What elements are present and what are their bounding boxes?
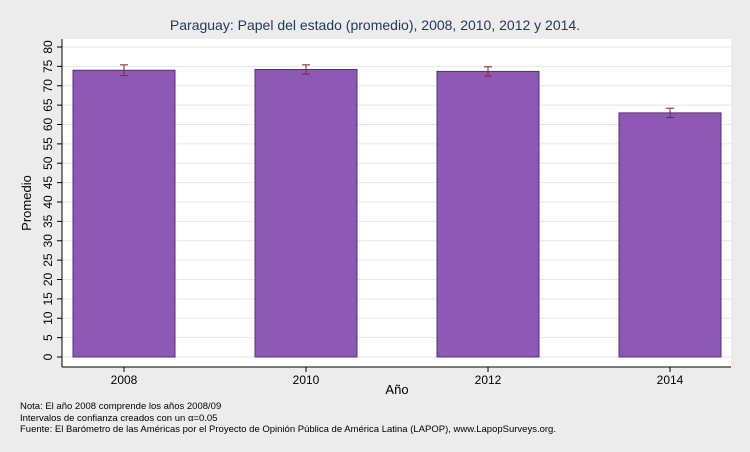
y-ticks: 0 5 10 15 20 25 30 35 40 45 50 55 60 65 70 75 80 [41,40,62,360]
y-tick-label: 50 [41,156,55,170]
y-axis-label: Promedio [19,175,34,231]
footnotes: Nota: El año 2008 comprende los años 200… [20,401,556,436]
y-tick-label: 35 [41,214,55,228]
bars-group [72,68,722,358]
y-tick-label: 40 [41,195,55,209]
y-tick-label: 55 [41,137,55,151]
y-tick-label: 60 [41,118,55,132]
y-tick-label: 65 [41,98,55,112]
x-tick-label: 2008 [111,373,138,387]
y-tick-label: 70 [41,79,55,93]
y-tick-label: 30 [41,234,55,248]
bar [72,69,176,358]
y-tick-label: 5 [41,334,55,341]
y-tick-label: 20 [41,273,55,287]
y-tick-label: 0 [41,353,55,360]
x-tick-label: 2010 [293,373,320,387]
y-tick-label: 25 [41,253,55,267]
footnote-year: Nota: El año 2008 comprende los años 200… [20,401,222,412]
footnote-confidence: Intervalos de confianza creados con un α… [20,412,218,424]
y-tick-label: 80 [41,40,55,54]
error-bars-group [120,64,674,119]
y-tick-label: 75 [41,59,55,73]
y-tick-label: 10 [41,311,55,325]
bar-chart: Paraguay: Papel del estado (promedio), 2… [19,17,731,397]
footnote-source: Fuente: El Barómetro de las Américas por… [20,424,556,435]
bar [618,112,722,358]
bar [254,68,358,358]
x-axis-label: Año [385,382,408,397]
y-tick-label: 45 [41,176,55,190]
x-tick-label: 2012 [475,373,502,387]
chart-title: Paraguay: Papel del estado (promedio), 2… [170,17,580,33]
y-tick-label: 15 [41,292,55,306]
x-tick-label: 2014 [657,373,684,387]
bar [436,70,540,358]
x-ticks: 2008 2010 2012 2014 [111,367,684,387]
